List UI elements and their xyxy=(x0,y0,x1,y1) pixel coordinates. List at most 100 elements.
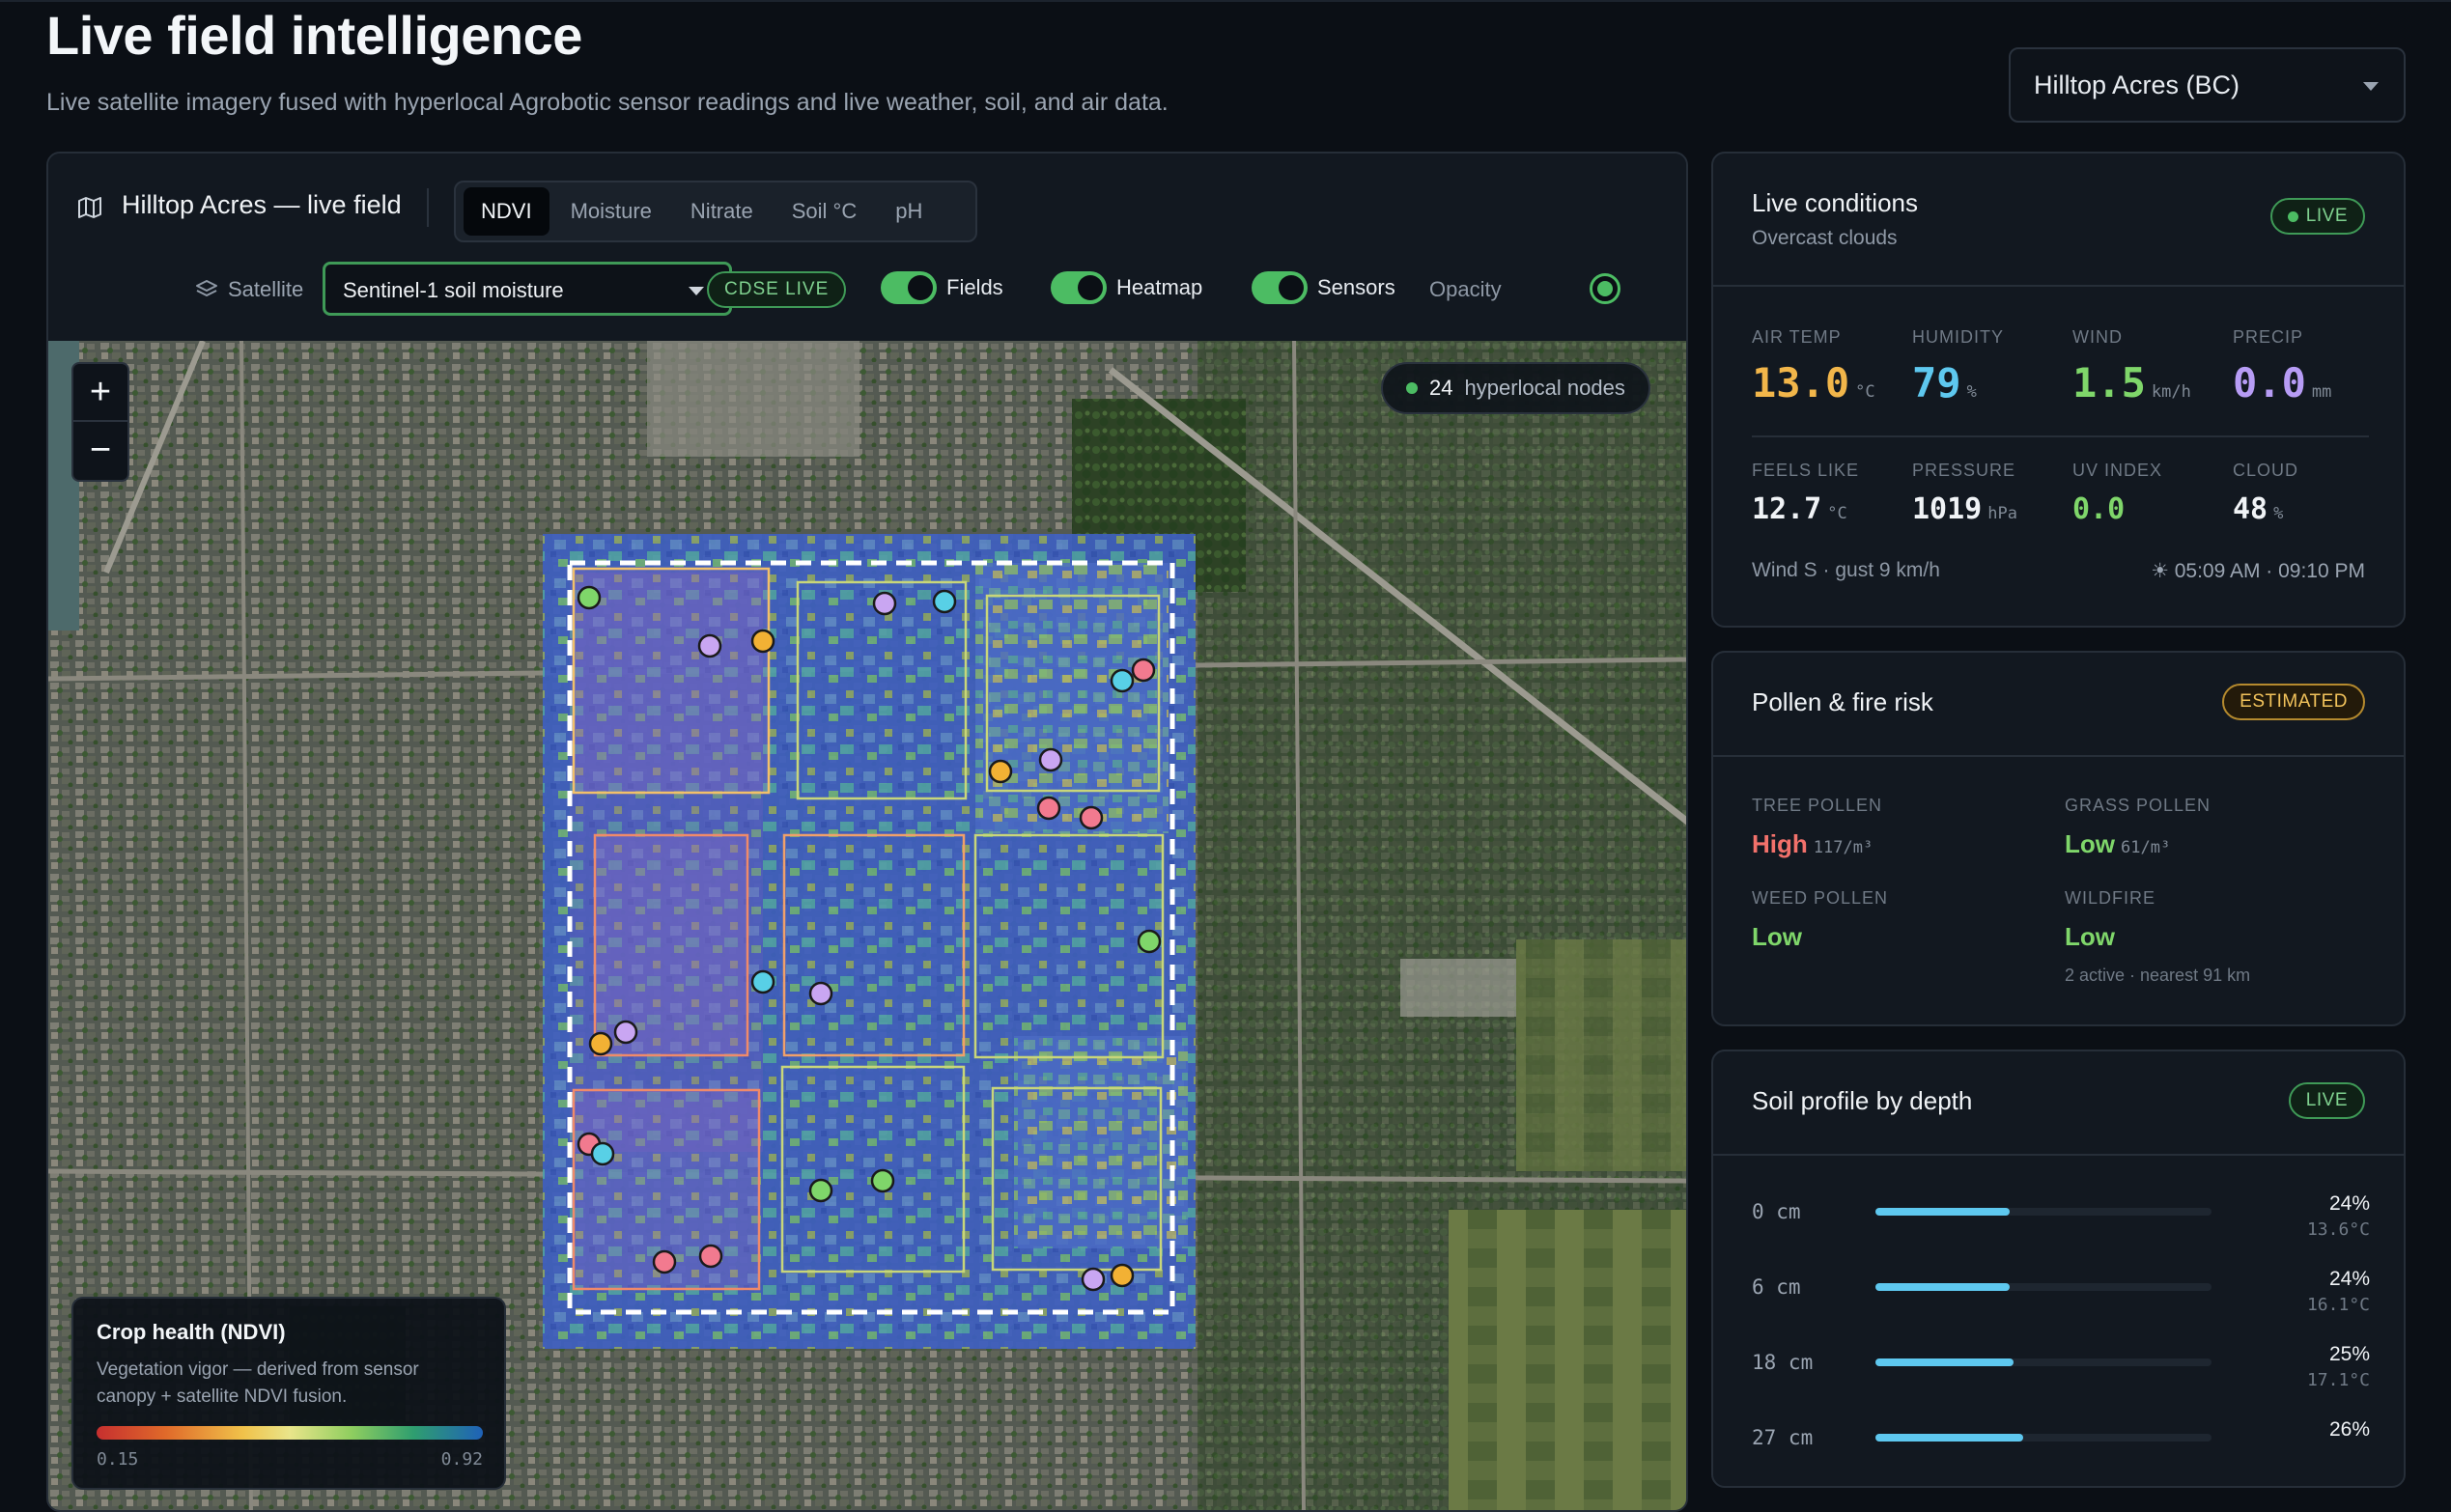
grass-pollen: GRASS POLLEN Low 61/m³ xyxy=(2065,796,2211,859)
tab-ph[interactable]: pH xyxy=(895,199,923,223)
soil-depth: 18 cm xyxy=(1752,1351,1814,1374)
wind-value: 1.5 xyxy=(2072,359,2146,406)
ndvi-legend: Crop health (NDVI) Vegetation vigor — de… xyxy=(71,1297,506,1490)
stat-value: 0.0 xyxy=(2072,492,2162,526)
pollen-unit: 117/m³ xyxy=(1813,838,1873,857)
stat-unit: km/h xyxy=(2151,382,2191,402)
soil-moisture-fill xyxy=(1875,1208,2011,1216)
stat-label: FEELS LIKE xyxy=(1752,461,1860,480)
stat-label: CLOUD xyxy=(2233,461,2299,480)
legend-title: Crop health (NDVI) xyxy=(97,1320,286,1344)
soil-live-badge: LIVE xyxy=(2288,1082,2365,1119)
stat-value: 79% xyxy=(1912,359,2004,406)
stat-label: PRESSURE xyxy=(1912,461,2016,480)
toggle-knob xyxy=(908,275,933,300)
hyperlocal-nodes-badge: 24 hyperlocal nodes xyxy=(1381,362,1650,414)
sensors-toggle-label: Sensors xyxy=(1317,275,1395,299)
soil-profile-card: Soil profile by depth LIVE 0 cm 24% 13.6… xyxy=(1711,1050,2406,1488)
soil-temp: 16.1°C xyxy=(2306,1295,2370,1315)
stat-unit: hPa xyxy=(1987,504,2017,523)
top-border xyxy=(0,0,2451,2)
stat-unit: mm xyxy=(2311,382,2332,402)
heatmap-toggle[interactable] xyxy=(1051,271,1107,304)
map-title: Hilltop Acres — live field xyxy=(122,190,402,219)
pollen-value: Low xyxy=(1752,922,1802,951)
soil-moisture-bar xyxy=(1875,1208,2212,1216)
soil-depth: 0 cm xyxy=(1752,1200,1801,1223)
soil-depth: 27 cm xyxy=(1752,1426,1814,1449)
tree-pollen: TREE POLLEN High 117/m³ xyxy=(1752,796,1882,859)
heatmap-toggle-label: Heatmap xyxy=(1116,275,1203,299)
feels-like-value: 12.7 xyxy=(1752,492,1822,526)
stat-label: HUMIDITY xyxy=(1912,327,2004,347)
live-conditions-title: Live conditions xyxy=(1752,188,1918,217)
page-subtitle: Live satellite imagery fused with hyperl… xyxy=(46,89,1169,116)
humidity-value: 79 xyxy=(1912,359,1961,406)
stat-value: 48% xyxy=(2233,492,2298,526)
layer-tabs: NDVI Moisture Nitrate Soil °C pH xyxy=(454,181,977,242)
legend-max: 0.92 xyxy=(440,1449,483,1470)
satellite-source-select[interactable]: Sentinel-1 soil moisture xyxy=(323,262,732,316)
nodes-count: 24 xyxy=(1429,376,1453,400)
zoom-out-button[interactable]: − xyxy=(89,430,112,470)
opacity-slider-handle[interactable] xyxy=(1590,273,1620,304)
sunrise-sunset: ☀ 05:09 AM · 09:10 PM xyxy=(2151,560,2365,582)
card-divider xyxy=(1713,755,2404,757)
precip-value: 0.0 xyxy=(2233,359,2306,406)
soil-moisture-pct: 25% xyxy=(2328,1343,2370,1365)
sensors-toggle[interactable] xyxy=(1252,271,1308,304)
tab-nitrate[interactable]: Nitrate xyxy=(690,199,753,223)
header-divider xyxy=(427,188,429,227)
fields-toggle[interactable] xyxy=(881,271,937,304)
stat-label: PRECIP xyxy=(2233,327,2304,347)
map-header: Hilltop Acres — live field NDVI Moisture… xyxy=(48,154,1686,341)
page-title: Live field intelligence xyxy=(46,5,582,66)
pressure-value: 1019 xyxy=(1912,492,1983,526)
zoom-in-button[interactable]: + xyxy=(73,364,127,422)
soil-moisture-bar xyxy=(1875,1358,2212,1366)
layers-icon xyxy=(196,280,217,296)
stat-humidity: HUMIDITY 79% xyxy=(1912,327,2004,406)
toggle-knob xyxy=(1279,275,1304,300)
stat-unit: °C xyxy=(1827,504,1847,523)
wind-gust-note: Wind S · gust 9 km/h xyxy=(1752,559,1940,581)
tab-moisture[interactable]: Moisture xyxy=(570,199,652,223)
status-dot-icon xyxy=(1406,382,1418,394)
cdse-live-badge: CDSE LIVE xyxy=(707,271,847,308)
pollen-label: TREE POLLEN xyxy=(1752,796,1883,815)
pollen-value: Low xyxy=(2065,922,2115,951)
wildfire-risk: WILDFIRE Low 2 active · nearest 91 km xyxy=(2065,888,2250,986)
stat-uv-index: UV INDEX 0.0 xyxy=(2072,461,2162,526)
toggle-knob xyxy=(1078,275,1103,300)
soil-moisture-fill xyxy=(1875,1283,2011,1291)
soil-row-6cm: 6 cm 24% 16.1°C xyxy=(1752,1268,2370,1316)
stat-unit: % xyxy=(1966,382,1977,402)
live-conditions-subtitle: Overcast clouds xyxy=(1752,227,1898,249)
soil-row-18cm: 18 cm 25% 17.1°C xyxy=(1752,1343,2370,1391)
stat-cloud: CLOUD 48% xyxy=(2233,461,2298,526)
stat-value: 13.0 °C xyxy=(1752,359,1875,406)
legend-min: 0.15 xyxy=(97,1449,139,1470)
pollen-label: WEED POLLEN xyxy=(1752,888,1889,908)
satellite-label: Satellite xyxy=(228,277,304,301)
farm-select-value: Hilltop Acres (BC) xyxy=(2034,70,2240,99)
stat-pressure: PRESSURE 1019 hPa xyxy=(1912,461,2017,526)
soil-moisture-bar xyxy=(1875,1434,2212,1442)
stat-wind: WIND 1.5 km/h xyxy=(2072,327,2191,406)
soil-moisture-fill xyxy=(1875,1358,2014,1366)
tab-ndvi[interactable]: NDVI xyxy=(464,187,549,236)
map-canvas[interactable]: + − 24 hyperlocal nodes Crop health (NDV… xyxy=(48,341,1686,1510)
live-conditions-card: Live conditions Overcast clouds LIVE AIR… xyxy=(1711,152,2406,628)
soil-row-27cm: 27 cm 26% xyxy=(1752,1418,2370,1467)
soil-moisture-bar xyxy=(1875,1283,2212,1291)
farm-select[interactable]: Hilltop Acres (BC) xyxy=(2009,47,2406,123)
tab-soil-temp[interactable]: Soil °C xyxy=(791,199,858,223)
stat-label: UV INDEX xyxy=(2072,461,2163,480)
card-divider xyxy=(1713,1154,2404,1156)
air-temp-value: 13.0 xyxy=(1752,359,1850,406)
legend-scale: 0.15 0.92 xyxy=(97,1449,483,1470)
stat-unit: % xyxy=(2273,504,2284,523)
live-badge: LIVE xyxy=(2269,198,2365,235)
fields-toggle-label: Fields xyxy=(946,275,1003,299)
uv-index-value: 0.0 xyxy=(2072,492,2126,526)
